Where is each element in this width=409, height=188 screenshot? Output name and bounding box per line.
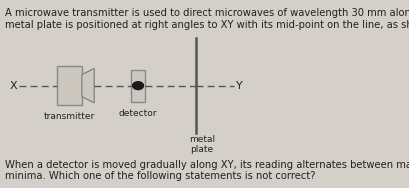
- Bar: [131, 70, 145, 102]
- Circle shape: [133, 82, 144, 89]
- Text: transmitter: transmitter: [44, 112, 95, 121]
- Text: Y: Y: [236, 81, 243, 91]
- Text: metal
plate: metal plate: [189, 135, 215, 154]
- Text: A microwave transmitter is used to direct microwaves of wavelength 30 mm along a: A microwave transmitter is used to direc…: [5, 8, 409, 30]
- Bar: [57, 66, 82, 105]
- Text: When a detector is moved gradually along XY, its reading alternates between maxi: When a detector is moved gradually along…: [5, 160, 409, 181]
- Text: X: X: [10, 81, 18, 91]
- Text: detector: detector: [119, 109, 157, 118]
- Polygon shape: [82, 68, 94, 103]
